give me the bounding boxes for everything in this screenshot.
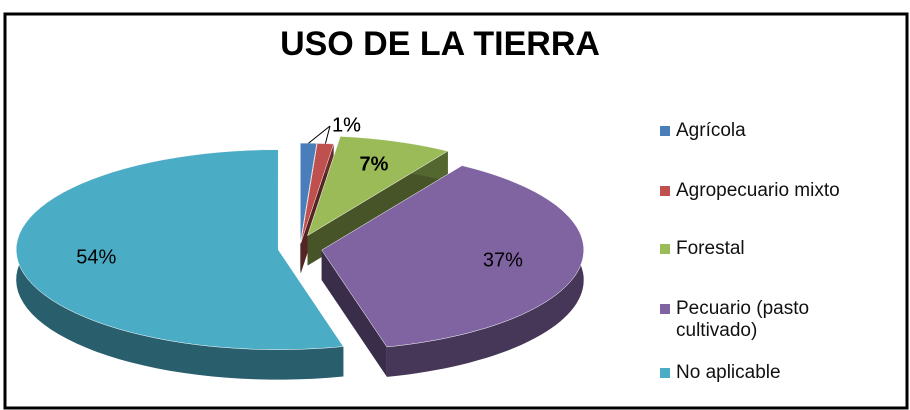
legend-swatch bbox=[660, 304, 670, 314]
slice bbox=[300, 143, 334, 244]
legend-label: Agrícola bbox=[676, 120, 746, 141]
slice bbox=[15, 149, 344, 350]
slice-side bbox=[16, 149, 344, 380]
chart-title: USO DE LA TIERRA bbox=[280, 25, 600, 63]
legend-label: Forestal bbox=[676, 238, 745, 259]
legend-swatch bbox=[660, 126, 670, 136]
data-label: 37% bbox=[483, 249, 523, 271]
legend-label: No aplicable bbox=[676, 362, 781, 383]
slice-side bbox=[321, 250, 387, 377]
legend-item: Agropecuario mixto bbox=[660, 180, 840, 202]
legend-item: No aplicable bbox=[660, 362, 781, 384]
legend-swatch bbox=[660, 368, 670, 378]
legend-label: Pecuario (pasto cultivado) bbox=[676, 298, 810, 341]
data-label: 7% bbox=[360, 153, 389, 175]
legend-label: Agropecuario mixto bbox=[676, 180, 840, 201]
legend-swatch bbox=[660, 244, 670, 254]
slice bbox=[307, 136, 449, 237]
legend-item: Pecuario (pasto cultivado) bbox=[660, 298, 826, 342]
slice bbox=[321, 165, 584, 348]
legend-item: Agrícola bbox=[660, 120, 746, 142]
leader-line bbox=[324, 125, 331, 144]
legend-item: Forestal bbox=[660, 238, 745, 260]
legend-swatch bbox=[660, 186, 670, 196]
frame bbox=[3, 12, 909, 410]
data-label: 54% bbox=[76, 247, 116, 269]
data-label: 1% bbox=[332, 114, 361, 136]
leader-line bbox=[308, 125, 331, 144]
slice bbox=[300, 142, 317, 244]
slice-side bbox=[307, 151, 448, 266]
data-label: 1% bbox=[332, 114, 361, 136]
